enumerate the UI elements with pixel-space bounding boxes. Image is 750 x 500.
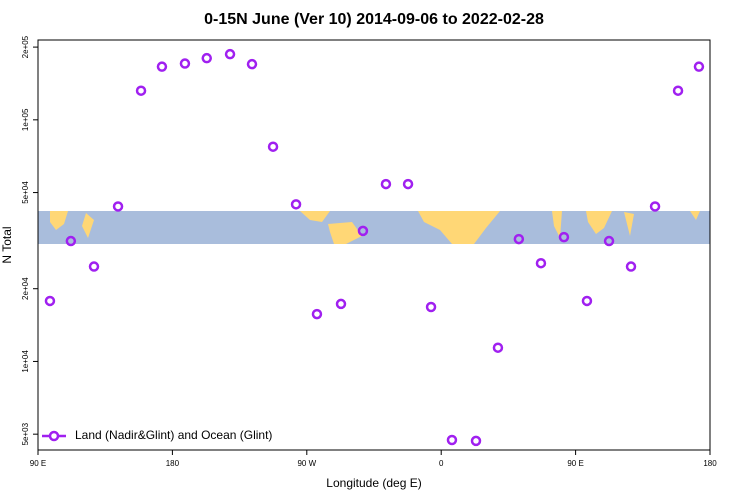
point: [335, 298, 347, 310]
point: [201, 52, 212, 64]
point: [470, 435, 482, 447]
point: [224, 48, 236, 60]
plot-frame: [37, 39, 711, 451]
point: [135, 85, 147, 96]
point: [625, 261, 637, 272]
x-tick-label: 180: [703, 459, 717, 468]
point: [672, 85, 684, 96]
point: [558, 231, 570, 243]
point: [446, 434, 458, 446]
y-tick-label: 5e+03: [21, 422, 30, 445]
point: [693, 61, 705, 72]
map-strip: [38, 211, 710, 244]
x-tick-label: 0: [439, 459, 444, 468]
point: [179, 58, 191, 69]
x-tick-label: 180: [166, 459, 180, 468]
point: [156, 61, 168, 72]
point: [535, 257, 547, 269]
point: [311, 308, 323, 320]
y-tick-label: 1e+04: [21, 350, 30, 373]
point: [425, 301, 437, 313]
x-tick-label: 90 E: [30, 459, 46, 468]
y-axis-label: N Total: [0, 226, 14, 263]
point: [513, 233, 525, 245]
legend-marker: [48, 430, 60, 442]
y-tick-label: 5e+04: [21, 181, 30, 204]
y-tick-label: 2e+04: [21, 277, 30, 300]
legend-label: Land (Nadir&Glint) and Ocean (Glint): [75, 428, 272, 442]
point: [581, 295, 593, 307]
point: [267, 141, 279, 152]
point: [357, 225, 369, 237]
point: [649, 201, 661, 212]
point: [112, 201, 124, 212]
point: [65, 235, 77, 247]
point: [88, 261, 100, 272]
point: [492, 342, 504, 353]
x-tick-label: 90 E: [567, 459, 583, 468]
y-tick-label: 1e+05: [21, 108, 30, 131]
point: [603, 235, 615, 247]
point: [246, 58, 258, 70]
point: [380, 178, 392, 190]
chart-title: 0-15N June (Ver 10) 2014-09-06 to 2022-0…: [204, 11, 544, 28]
point: [402, 178, 414, 190]
x-tick-label: 90 W: [297, 459, 316, 468]
point: [290, 199, 302, 210]
y-tick-label: 2e+05: [21, 35, 30, 58]
point: [44, 295, 56, 307]
x-axis-label: Longitude (deg E): [326, 476, 421, 490]
